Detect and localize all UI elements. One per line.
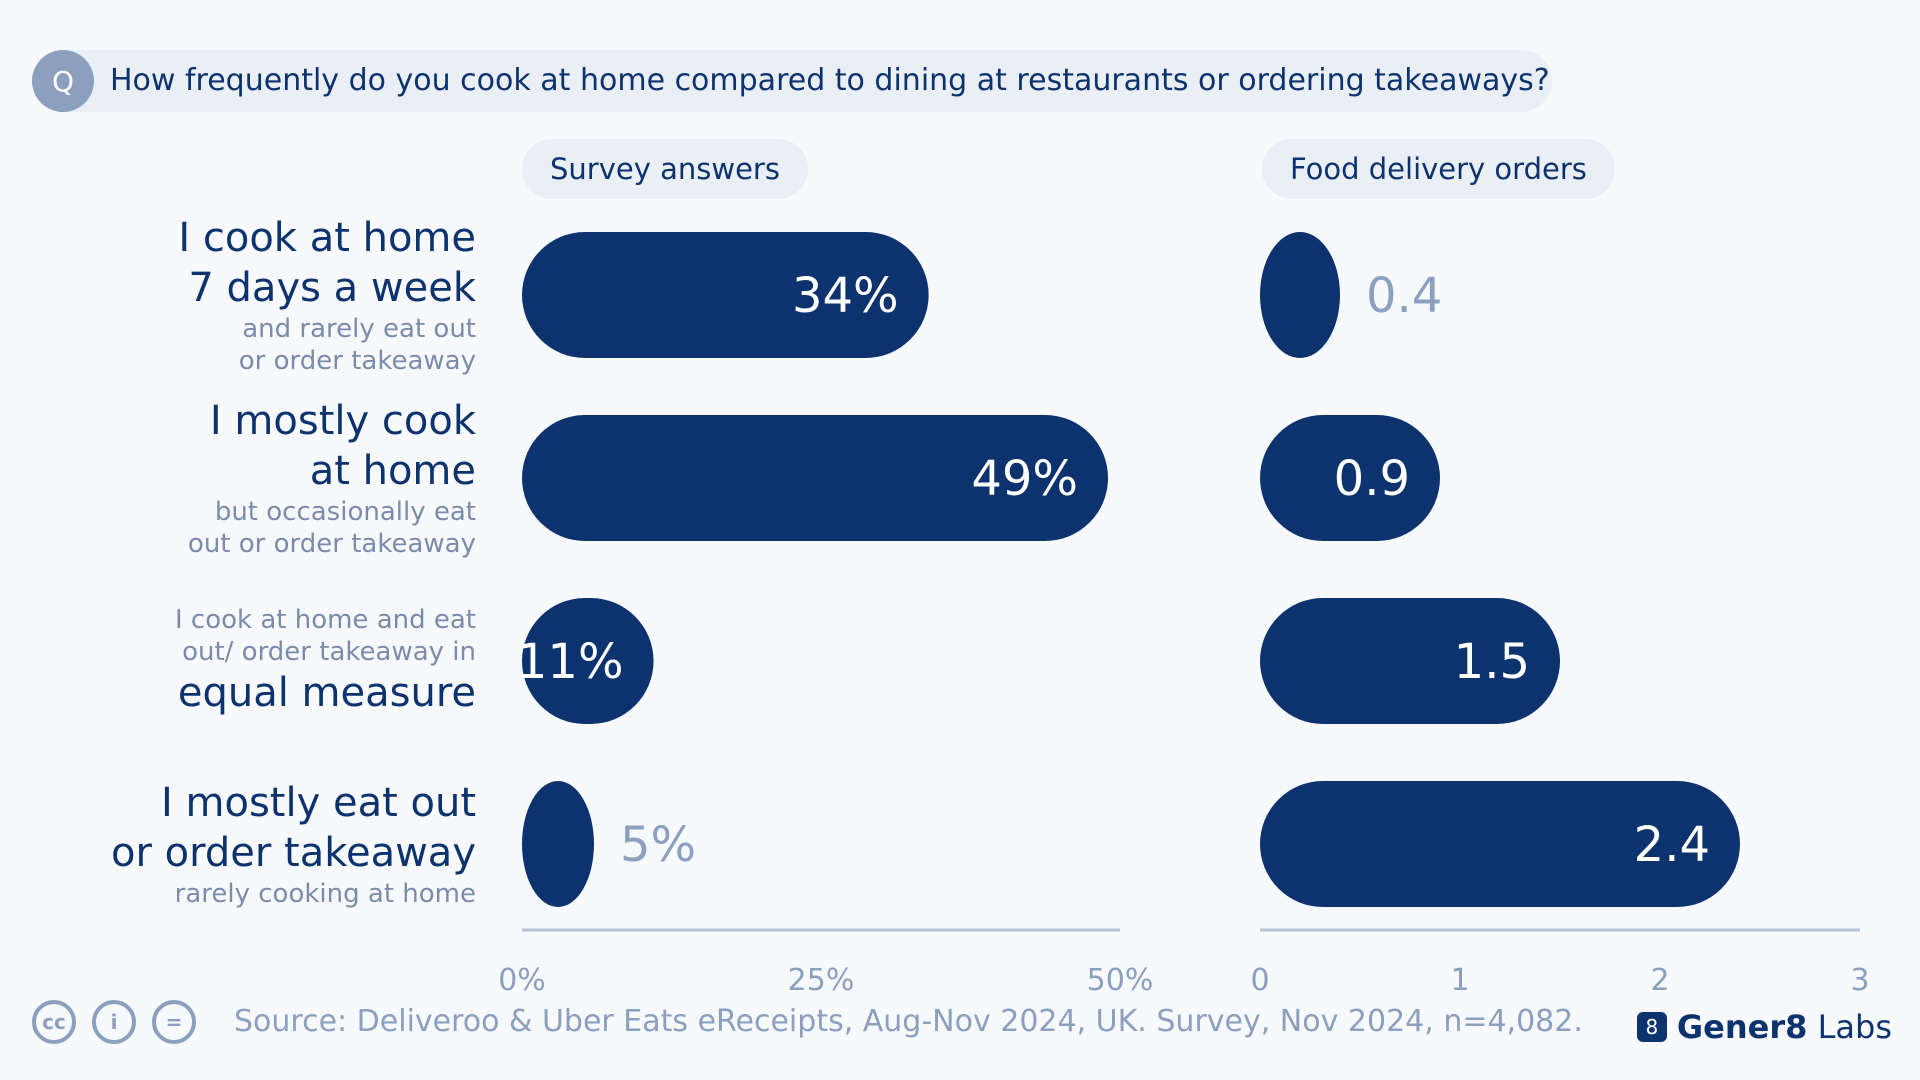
delivery-panel-title: Food delivery orders [1262, 139, 1615, 199]
survey-bar-2 [522, 415, 1109, 541]
survey-value-label-2: 49% [971, 451, 1078, 507]
delivery-bar-2 [1260, 415, 1440, 541]
question-badge: Q [32, 50, 94, 112]
delivery-value-label-2: 0.9 [1334, 451, 1410, 507]
survey-tick-label-2: 25% [788, 963, 855, 998]
delivery-value-label-4: 2.4 [1634, 817, 1710, 873]
survey-panel-title: Survey answers [522, 139, 808, 199]
row-label-1: I cook at home 7 days a week and rarely ea… [6, 213, 476, 377]
no-derivatives-icon: = [152, 1000, 196, 1044]
brand-name-bold: Gener8 [1676, 1008, 1808, 1046]
question-text: How frequently do you cook at home compa… [110, 63, 1550, 98]
cc-icon: cc [32, 1000, 76, 1044]
survey-value-label-1: 34% [792, 268, 899, 324]
row-label-3: I cook at home and eat out/ order takeawa… [6, 604, 476, 718]
delivery-tick-label-2: 1 [1450, 963, 1469, 998]
brand-name: Gener8 Labs [1677, 1008, 1892, 1046]
question-banner: Q How frequently do you cook at home com… [32, 50, 1552, 112]
row-label-sub: I cook at home and eat out/ order takeawa… [174, 605, 476, 667]
attribution-icon: i [92, 1000, 136, 1044]
delivery-bar-1 [1260, 232, 1340, 358]
bar-charts: 34% 49% 11% 5% 0% 25% 50% 0.4 0.9 1.5 2.4 0 1 2 3 [498, 232, 1870, 998]
brand-logo-icon: 8 [1636, 1012, 1667, 1042]
row-label-sub: and rarely eat out or order takeaway [238, 314, 476, 376]
row-label-main: I cook at home 7 days a week [178, 215, 476, 311]
delivery-tick-label-1: 0 [1250, 963, 1269, 998]
row-label-sub: rarely cooking at home [174, 879, 476, 909]
row-label-main: equal measure [177, 670, 476, 716]
survey-bar-3 [522, 598, 654, 724]
delivery-value-label-3: 1.5 [1454, 634, 1530, 690]
delivery-value-label-1: 0.4 [1366, 268, 1442, 324]
delivery-tick-label-4: 3 [1850, 963, 1869, 998]
delivery-tick-label-3: 2 [1650, 963, 1669, 998]
row-label-main: I mostly eat out or order takeaway [111, 780, 476, 876]
brand-name-rest: Labs [1817, 1008, 1892, 1046]
survey-tick-label-1: 0% [498, 963, 546, 998]
survey-bar-4 [522, 781, 594, 907]
survey-tick-label-3: 50% [1087, 963, 1154, 998]
survey-value-label-3: 11% [517, 634, 624, 690]
survey-bar-1 [522, 232, 929, 358]
delivery-bar-4 [1260, 781, 1740, 907]
row-label-main: I mostly cook at home [209, 398, 476, 494]
row-label-sub: but occasionally eat out or order takeawa… [187, 497, 476, 559]
license-icons: cc i = [32, 1000, 196, 1044]
row-label-2: I mostly cook at home but occasionally eat… [6, 396, 476, 560]
source-note: Source: Deliveroo & Uber Eats eReceipts,… [234, 1004, 1583, 1039]
delivery-bar-3 [1260, 598, 1560, 724]
survey-value-label-4: 5% [620, 817, 696, 873]
row-label-4: I mostly eat out or order takeaway rarely … [6, 778, 476, 910]
brand: 8 Gener8 Labs [1636, 1008, 1892, 1046]
